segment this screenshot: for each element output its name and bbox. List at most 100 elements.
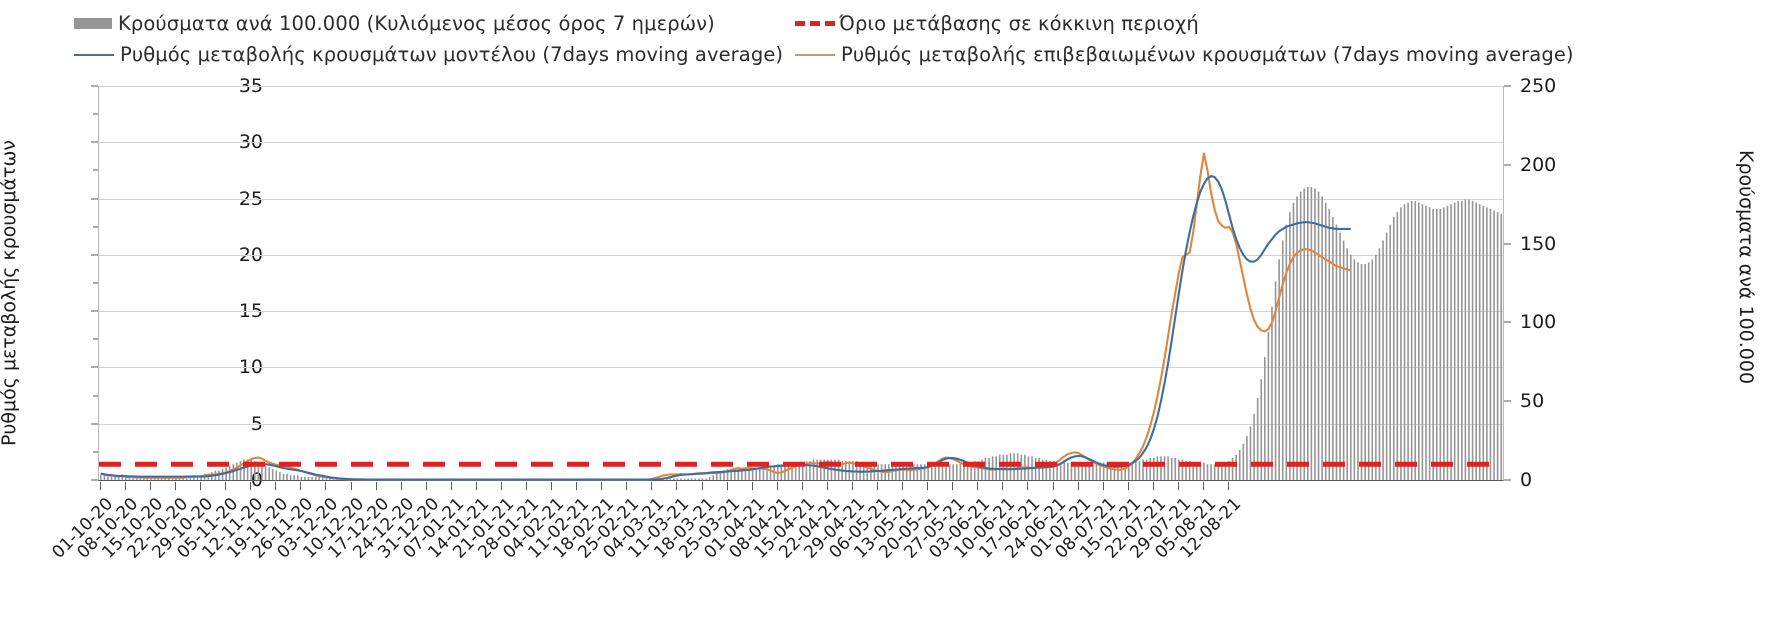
bar xyxy=(1249,426,1252,480)
bar xyxy=(812,459,815,480)
bar xyxy=(1045,459,1048,480)
bar xyxy=(1382,240,1384,480)
bar xyxy=(1217,464,1220,480)
bar xyxy=(279,472,281,480)
bar xyxy=(669,478,672,480)
gridline xyxy=(99,423,1503,425)
right-axis-tick-label: 0 xyxy=(1520,469,1533,491)
bar xyxy=(1400,207,1402,480)
bar xyxy=(1145,459,1148,480)
bar xyxy=(676,478,679,480)
right-axis-tick-label: 100 xyxy=(1520,311,1557,334)
bar xyxy=(1396,212,1399,480)
bar xyxy=(107,476,109,480)
bar xyxy=(1335,224,1338,480)
bar xyxy=(1457,201,1460,481)
bar xyxy=(1435,208,1438,480)
bar xyxy=(1213,464,1216,480)
bar xyxy=(1307,186,1309,481)
bar xyxy=(1482,205,1485,480)
bar xyxy=(787,462,790,480)
bar xyxy=(737,468,740,480)
bar xyxy=(1156,456,1159,480)
right-axis-tick-label: 50 xyxy=(1520,390,1545,413)
bar xyxy=(1385,232,1388,480)
gridline xyxy=(99,367,1503,369)
bar xyxy=(1342,240,1345,480)
bar xyxy=(282,473,285,480)
bar xyxy=(966,462,969,480)
bar xyxy=(823,459,826,480)
bar xyxy=(1224,462,1227,480)
x-axis-tick-mark xyxy=(1228,482,1229,490)
bar xyxy=(723,470,725,480)
bar xyxy=(1403,204,1406,480)
bar xyxy=(791,462,793,480)
x-axis-tick-mark xyxy=(500,482,502,490)
x-axis-tick-mark xyxy=(701,482,703,490)
line-swatch-icon xyxy=(795,53,835,56)
bar xyxy=(1303,188,1306,480)
bar xyxy=(1178,459,1180,480)
bar xyxy=(128,476,131,480)
bar-series-cases-per-100k xyxy=(99,186,1503,481)
legend-item-model-rate[interactable]: Ρυθμός μεταβολής κρουσμάτων μοντέλου (7d… xyxy=(74,43,783,66)
bar xyxy=(1339,232,1341,480)
bar xyxy=(1299,191,1302,480)
bar xyxy=(973,461,976,480)
bar xyxy=(318,476,321,480)
bar xyxy=(891,464,894,480)
bar xyxy=(726,468,729,480)
bar xyxy=(1310,186,1313,481)
bar xyxy=(938,464,940,480)
bar xyxy=(1346,248,1348,480)
right-axis-tick-label: 250 xyxy=(1520,75,1557,97)
bar xyxy=(322,476,324,480)
bar xyxy=(1038,457,1040,480)
bar xyxy=(712,475,715,480)
x-axis-tick-mark xyxy=(375,482,377,490)
bar xyxy=(261,464,263,480)
bar xyxy=(1260,379,1263,480)
bar xyxy=(1450,204,1452,480)
bar xyxy=(941,464,944,480)
x-axis-tick-mark xyxy=(526,482,527,490)
x-axis-tick-mark xyxy=(1102,482,1104,490)
legend-item-confirmed-rate[interactable]: Ρυθμός μεταβολής επιβεβαιωμένων κρουσμάτ… xyxy=(795,43,1574,66)
bar xyxy=(909,464,912,480)
bar xyxy=(898,464,901,480)
x-axis-tick-mark xyxy=(1027,482,1029,490)
bar xyxy=(1367,262,1370,480)
bar xyxy=(239,461,242,480)
x-axis-tick-mark xyxy=(275,482,277,490)
gridline xyxy=(99,86,1503,87)
right-axis-tick-label: 200 xyxy=(1520,153,1557,176)
right-axis-tick-label: 150 xyxy=(1520,232,1557,255)
bar xyxy=(1425,205,1427,480)
bar xyxy=(1199,462,1202,480)
bar xyxy=(1102,462,1105,480)
bar xyxy=(1324,202,1327,480)
bar xyxy=(683,478,686,480)
x-axis-tick-mark xyxy=(225,482,227,490)
bar xyxy=(1407,202,1409,480)
bar xyxy=(1124,462,1126,480)
bar xyxy=(748,468,750,480)
bar xyxy=(304,476,306,480)
bar xyxy=(809,461,811,480)
bar xyxy=(1267,331,1270,480)
bar xyxy=(1371,259,1374,480)
bar xyxy=(766,465,768,480)
x-axis-tick-mark xyxy=(1152,482,1154,490)
gridline xyxy=(99,198,1503,200)
left-axis-minor-tick-mark xyxy=(93,395,98,397)
x-axis-tick-mark xyxy=(877,482,878,490)
bar xyxy=(952,464,955,480)
legend-item-red-threshold[interactable]: Όριο μετάβασης σε κόκκινη περιοχή xyxy=(795,12,1199,35)
left-axis-tick-mark xyxy=(91,254,98,256)
bar xyxy=(132,476,134,480)
legend-item-cases-per-100k[interactable]: Κρούσματα ανά 100.000 (Κυλιόμενος μέσος … xyxy=(74,12,715,35)
bar xyxy=(329,478,331,480)
bar xyxy=(246,459,249,480)
legend-label-cases-per-100k: Κρούσματα ανά 100.000 (Κυλιόμενος μέσος … xyxy=(118,12,715,35)
